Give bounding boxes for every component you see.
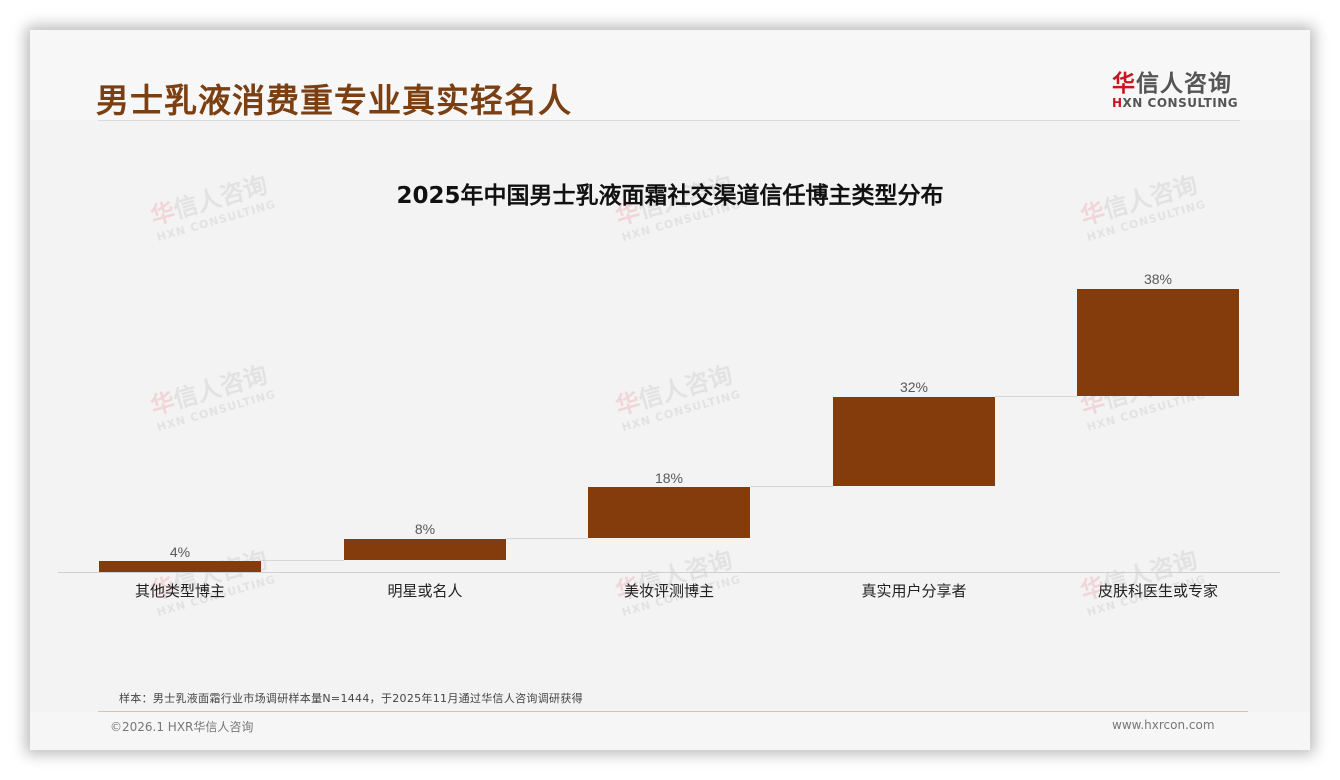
value-label: 38%: [1143, 271, 1173, 287]
value-label: 18%: [654, 470, 684, 486]
connector-line: [995, 396, 1077, 397]
chart-title: 2025年中国男士乳液面霜社交渠道信任博主类型分布: [396, 183, 944, 209]
company-logo: 华信人咨询 HXN CONSULTING: [1112, 71, 1239, 110]
sample-note: 样本：男士乳液面霜行业市场调研样本量N=1444，于2025年11月通过华信人咨…: [119, 692, 583, 705]
bar-other-bloggers: [99, 561, 261, 572]
category-label: 美妆评测博主: [623, 582, 714, 600]
logo-accent-char: 华: [1112, 71, 1136, 97]
page-title: 男士乳液消费重专业真实轻名人: [96, 81, 572, 120]
waterfall-chart: 4% 8% 18% 32% 38% 其他类型博主 明星或名人 美妆评测博主 真实…: [30, 30, 1310, 750]
value-label: 4%: [169, 544, 191, 560]
bar-real-users: [833, 397, 995, 486]
slide: 华信人咨询 HXN CONSULTING 华信人咨询 HXN CONSULTIN…: [30, 30, 1310, 750]
website-link[interactable]: www.hxrcon.com: [1112, 718, 1215, 732]
footer-band: [30, 712, 1310, 750]
category-label: 明星或名人: [387, 582, 463, 600]
category-label: 其他类型博主: [134, 582, 225, 600]
bar-dermatologists: [1077, 289, 1239, 396]
bar-beauty-reviewers: [588, 487, 750, 538]
connector-line: [261, 560, 344, 561]
copyright: ©2026.1 HXR华信人咨询: [110, 720, 254, 734]
header-band: [30, 30, 1310, 120]
category-label: 皮肤科医生或专家: [1097, 582, 1218, 600]
category-label: 真实用户分享者: [861, 582, 967, 600]
value-label: 32%: [899, 379, 929, 395]
x-axis-line: [58, 572, 1280, 573]
connector-line: [750, 486, 833, 487]
footer-divider: [98, 711, 1248, 712]
bar-celebrities: [344, 539, 506, 560]
connector-line: [506, 538, 588, 539]
title-divider: [98, 120, 1240, 121]
value-label: 8%: [414, 521, 436, 537]
